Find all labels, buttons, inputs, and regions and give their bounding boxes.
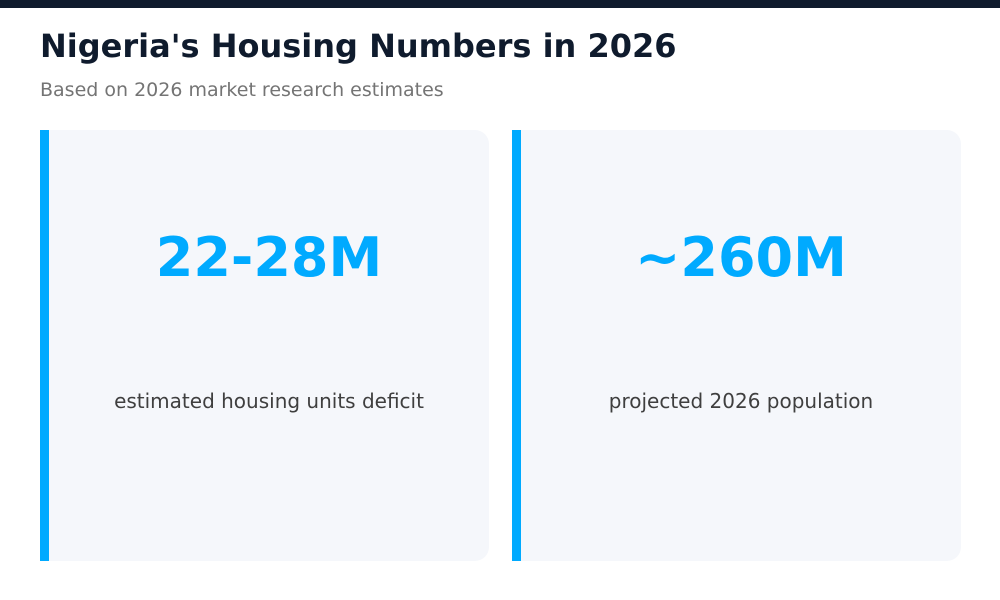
card-accent-bar — [512, 130, 521, 561]
card-accent-bar — [40, 130, 49, 561]
stat-card-population: ~260M projected 2026 population — [512, 130, 961, 561]
stat-label: projected 2026 population — [608, 389, 874, 413]
page-title: Nigeria's Housing Numbers in 2026 — [40, 27, 677, 65]
top-accent-bar — [0, 0, 1000, 8]
stat-card-housing-deficit: 22-28M estimated housing units deficit — [40, 130, 489, 561]
stat-label: estimated housing units deficit — [114, 389, 424, 413]
stat-value: 22-28M — [155, 226, 383, 289]
stat-value: ~260M — [635, 226, 847, 289]
page-subtitle: Based on 2026 market research estimates — [40, 79, 444, 101]
